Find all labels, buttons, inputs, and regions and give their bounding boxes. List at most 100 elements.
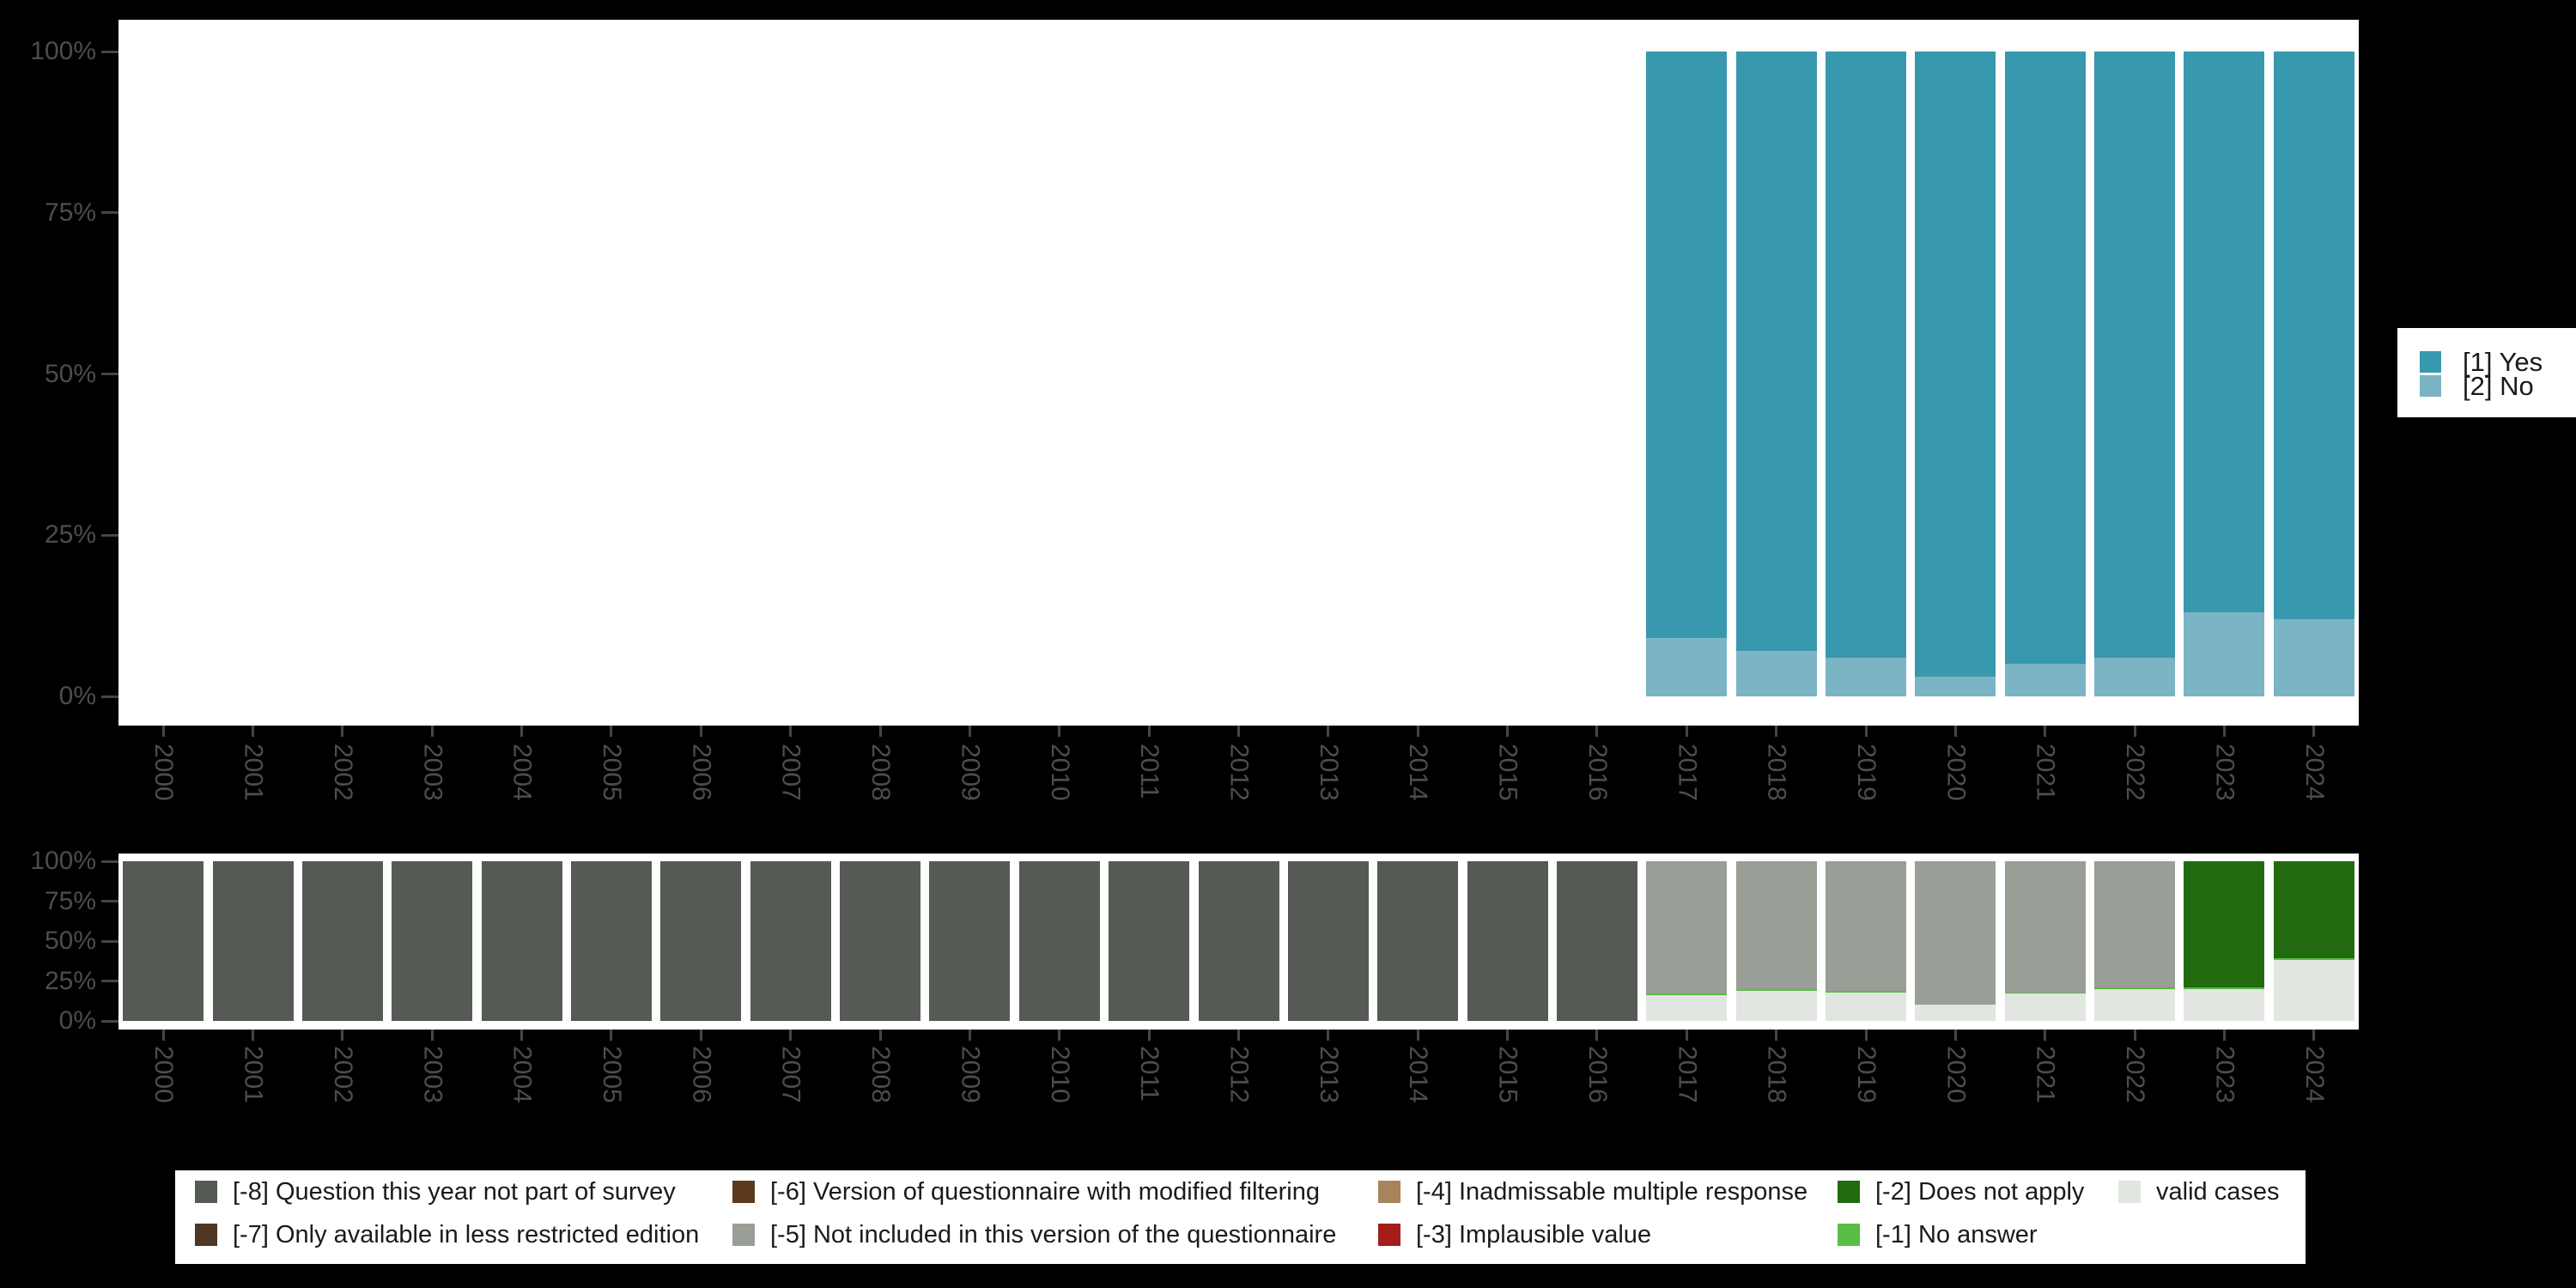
y-axis-tick [101, 533, 118, 537]
x-axis-tick [430, 1030, 434, 1041]
bar-segment [1735, 990, 1817, 1021]
x-axis-tick-label: 2018 [1762, 744, 1791, 801]
bar-segment [2004, 52, 2086, 665]
bar-2017 [1646, 52, 1728, 696]
legend-key-swatch [1838, 1224, 1860, 1246]
x-axis-tick-label: 2010 [1045, 1046, 1074, 1103]
x-axis-tick-label: 2003 [418, 744, 447, 801]
x-axis-tick-label: 2016 [1583, 1046, 1612, 1103]
legend-key-swatch [1378, 1181, 1400, 1203]
x-axis-tick [520, 726, 524, 737]
x-axis-tick-label: 2002 [328, 744, 357, 801]
y-axis-tick [101, 695, 118, 698]
legend-item-label: [-2] Does not apply [1875, 1178, 2085, 1206]
x-axis-tick [1595, 726, 1599, 737]
legend-key-swatch [1838, 1181, 1860, 1203]
bar-segment [1826, 657, 1907, 696]
bar-segment [1735, 861, 1817, 989]
legend-key-swatch [732, 1224, 755, 1246]
x-axis-tick-label: 2007 [776, 744, 805, 801]
y-axis-tick-label: 50% [44, 359, 96, 388]
x-axis-tick [1953, 726, 1957, 737]
y-axis-tick [101, 1019, 118, 1023]
legend-item-label: valid cases [2156, 1178, 2280, 1206]
y-axis-tick-label: 100% [30, 847, 96, 875]
x-axis-tick [789, 1030, 793, 1041]
y-axis-tick-label: 100% [30, 37, 96, 65]
x-axis-tick [1147, 726, 1151, 737]
x-axis-tick-label: 2005 [597, 1046, 626, 1103]
x-axis-tick-label: 2013 [1314, 1046, 1343, 1103]
x-axis-tick-label: 2014 [1404, 1046, 1433, 1103]
bar-2020 [1915, 52, 1996, 696]
bar-segment [840, 861, 921, 1021]
legend-item: [1] Yes [2420, 347, 2576, 377]
x-axis-tick [1775, 1030, 1778, 1041]
x-axis-tick [1506, 1030, 1510, 1041]
bar-segment [2004, 664, 2086, 696]
legend-item-label: [-7] Only available in less restricted e… [233, 1221, 700, 1249]
bar-segment [1735, 52, 1817, 652]
bar-segment [212, 861, 294, 1021]
bar-2011 [1109, 861, 1190, 1021]
x-axis-tick-label: 2003 [418, 1046, 447, 1103]
legend-key-swatch [195, 1224, 217, 1246]
x-axis-tick-label: 2011 [1135, 744, 1164, 799]
x-axis-tick [1147, 1030, 1151, 1041]
bar-2024 [2273, 52, 2354, 696]
y-axis-tick-label: 25% [44, 520, 96, 550]
x-axis-tick-label: 2020 [1941, 1046, 1971, 1103]
bar-2003 [392, 861, 473, 1021]
x-axis-tick-label: 2022 [2121, 744, 2150, 801]
x-axis-tick-label: 2002 [328, 1046, 357, 1103]
bar-segment [2273, 861, 2354, 959]
bar-segment [1467, 861, 1548, 1021]
x-axis-tick [1327, 726, 1330, 737]
legend-item-label: [-1] No answer [1875, 1221, 2038, 1249]
legend-item-label: [1] Yes [2463, 346, 2543, 377]
x-axis-tick-label: 2021 [2031, 1046, 2060, 1103]
bar-segment [301, 861, 383, 1021]
x-axis-tick [341, 726, 344, 737]
bar-segment [392, 861, 473, 1021]
bar-segment [2094, 987, 2176, 989]
x-axis-tick-label: 2023 [2210, 1046, 2239, 1103]
y-axis-tick [101, 373, 118, 375]
bar-segment [1826, 992, 1907, 1021]
x-axis-tick [1864, 1030, 1868, 1041]
x-axis-tick [2222, 1030, 2226, 1041]
bar-segment [570, 861, 652, 1021]
x-axis-tick-label: 2000 [149, 744, 179, 801]
bar-2007 [750, 861, 831, 1021]
bar-segment [1826, 52, 1907, 658]
bar-2019 [1826, 861, 1907, 1021]
bar-segment [1198, 861, 1279, 1021]
bar-segment [2004, 992, 2086, 994]
legend-item-label: [-6] Version of questionnaire with modif… [770, 1178, 1320, 1206]
x-axis-tick [1506, 726, 1510, 737]
x-axis-tick [1864, 726, 1868, 737]
x-axis-tick [2133, 1030, 2136, 1041]
x-axis-tick-label: 2020 [1941, 744, 1971, 801]
y-axis-tick [101, 939, 118, 943]
bar-2010 [1018, 861, 1100, 1021]
x-axis-tick [1953, 1030, 1957, 1041]
y-axis-tick-label: 75% [44, 886, 96, 915]
bar-segment [750, 861, 831, 1021]
x-axis-tick-label: 2024 [2300, 744, 2329, 801]
bar-segment [660, 861, 742, 1021]
x-axis-tick [430, 726, 434, 737]
x-axis-tick [2044, 726, 2047, 737]
x-axis-tick [699, 1030, 702, 1041]
y-axis-tick [101, 211, 118, 215]
bar-segment [2184, 52, 2265, 613]
x-axis-tick-label: 2008 [866, 1046, 896, 1103]
bar-2016 [1556, 861, 1637, 1021]
x-axis-tick-label: 2017 [1673, 744, 1702, 801]
legend-item: [2] No [2420, 371, 2576, 401]
bar-segment [1377, 861, 1459, 1021]
bar-segment [1826, 990, 1907, 993]
x-axis-tick-label: 2009 [956, 744, 985, 801]
x-axis-tick-label: 2024 [2300, 1046, 2329, 1103]
